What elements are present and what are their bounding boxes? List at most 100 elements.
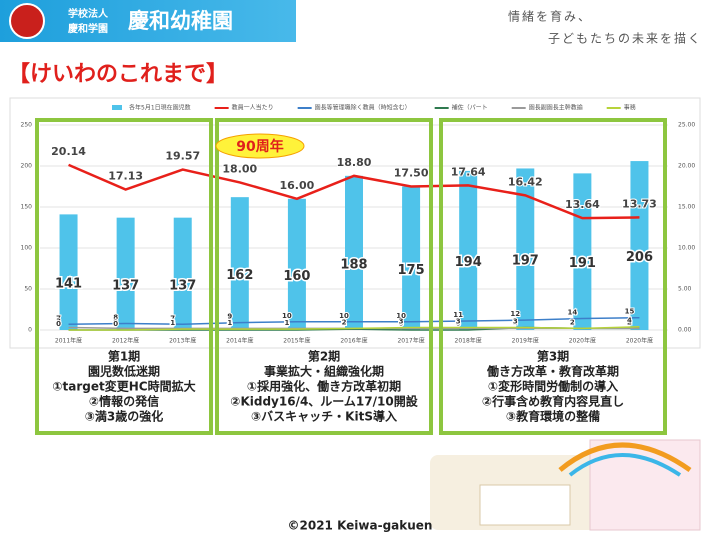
data-label: 4: [627, 317, 632, 325]
data-label: 2: [570, 318, 575, 326]
legend-label: 教員一人当たり: [232, 104, 274, 112]
bar: [573, 173, 592, 330]
org-name: 学校法人: [68, 7, 109, 20]
period-line: 働き方改革・教育改革期: [486, 364, 619, 379]
period-line: ①採用強化、働き方改革初期: [247, 379, 401, 394]
data-label: 15: [625, 308, 635, 316]
data-label: 0: [113, 320, 118, 328]
x-tick-label: 2019年度: [512, 337, 539, 345]
data-label: 2: [113, 318, 118, 326]
line: [68, 163, 640, 220]
legend-label: 園長副園長主幹教諭: [529, 104, 583, 112]
data-label: 0: [399, 320, 404, 328]
legend-label: 各年5月1日現在園児数: [129, 104, 191, 112]
school-name: 慶和幼稚園: [128, 9, 233, 33]
data-label: 2: [513, 318, 518, 326]
x-tick-label: 2016年度: [340, 337, 367, 345]
bar-label: 162: [226, 268, 253, 283]
badge: 90周年: [236, 138, 283, 155]
period-line: ②情報の発信: [89, 394, 159, 409]
bar: [59, 214, 78, 330]
bar: [459, 170, 478, 330]
y2-tick-label: 15.00: [678, 204, 695, 211]
data-label: 2: [227, 318, 232, 326]
header-band: [0, 0, 296, 42]
y2-tick-label: 5.00: [678, 286, 692, 293]
y-tick-label: 50: [24, 286, 32, 293]
bar-label: 141: [55, 277, 82, 292]
data-label: 13.64: [565, 198, 600, 211]
group-name: 慶和学園: [68, 22, 108, 35]
y2-tick-label: 10.00: [678, 245, 695, 252]
data-label: 17.13: [108, 170, 143, 183]
bar-label: 160: [283, 269, 310, 284]
data-label: 0: [227, 320, 232, 328]
data-label: 0: [456, 320, 461, 328]
data-label: 2: [627, 318, 632, 326]
period-line: ②Kiddy16/4、ルーム17/10開設: [230, 394, 418, 409]
data-label: 20.14: [51, 145, 86, 158]
data-label: 12: [510, 310, 520, 318]
badge-bg: [215, 133, 305, 159]
y-tick-label: 100: [21, 245, 33, 252]
data-label: 7: [56, 314, 61, 322]
x-tick-label: 2020年度: [569, 337, 596, 345]
legend-label: 園長等管理職除く教員（時短含む）: [315, 104, 411, 112]
data-label: 0: [284, 320, 289, 328]
period-line: ③満3歳の強化: [85, 409, 164, 424]
rainbow: [558, 442, 692, 473]
data-label: 2: [170, 318, 175, 326]
data-label: 9: [227, 313, 232, 321]
data-label: 7: [170, 314, 175, 322]
x-tick-label: 2017年度: [397, 337, 424, 345]
bar: [116, 217, 135, 330]
data-label: 17.50: [394, 167, 429, 180]
data-label: 3: [56, 318, 61, 326]
data-label: 2: [570, 318, 575, 326]
bar: [287, 198, 306, 330]
page-title: 【けいわのこれまで】: [8, 62, 228, 87]
bar: [630, 161, 649, 330]
data-label: 18.00: [222, 162, 257, 175]
data-label: 1: [284, 319, 289, 327]
period-line: ③バスキャッチ・KitS導入: [251, 409, 397, 424]
data-label: 17.64: [451, 165, 486, 178]
data-label: 8: [113, 313, 118, 321]
data-label: 10: [396, 312, 406, 320]
period-box: [215, 118, 433, 435]
period-box: [439, 118, 667, 435]
data-label: 2: [456, 318, 461, 326]
data-label: 2: [342, 318, 347, 326]
period-line: 事業拡大・組織強化期: [264, 364, 384, 379]
bar: [345, 175, 363, 330]
building: [589, 439, 701, 531]
period-title: 第3期: [537, 349, 569, 364]
data-label: 0: [56, 320, 61, 328]
x-tick-label: 2012年度: [112, 337, 139, 345]
bar: [173, 217, 192, 330]
bar-label: 175: [398, 263, 425, 278]
footer: ©2021 Keiwa-gakuen: [288, 519, 433, 533]
data-label: 11: [453, 311, 463, 319]
bar: [516, 168, 535, 330]
y2-tick-label: 25.00: [678, 122, 695, 129]
data-label: 3: [456, 318, 461, 326]
period-line: ③教育環境の整備: [506, 409, 600, 424]
data-label: 2: [399, 318, 404, 326]
bar-label: 137: [112, 278, 139, 293]
bar-label: 206: [626, 250, 653, 265]
data-label: 10: [339, 312, 349, 320]
y2-tick-label: 20.00: [678, 163, 695, 170]
data-label: 2: [342, 318, 347, 326]
x-tick-label: 2011年度: [55, 337, 82, 345]
bar-label: 191: [569, 256, 596, 271]
slogan-line: 子どもたちの未来を描く: [548, 32, 702, 46]
rainbow: [568, 453, 682, 477]
data-label: 0: [113, 320, 118, 328]
data-label: 1: [342, 319, 347, 327]
legend-label: 補佐（パート: [452, 104, 488, 112]
period-title: 第2期: [308, 349, 340, 364]
period-title: 第1期: [108, 349, 140, 364]
data-label: 3: [399, 318, 404, 326]
